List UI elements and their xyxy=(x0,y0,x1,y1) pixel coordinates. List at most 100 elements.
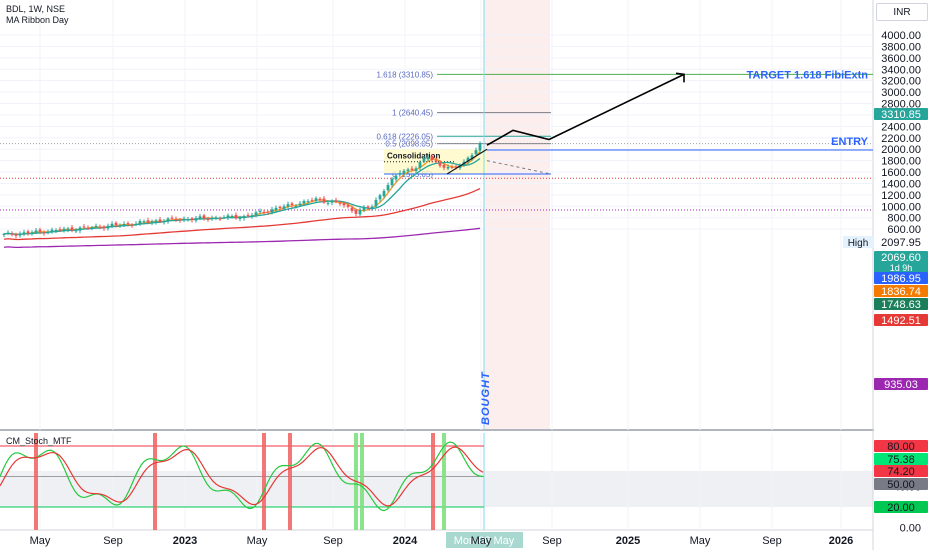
candle xyxy=(370,204,374,211)
time-tick-label: Sep xyxy=(542,535,562,547)
stoch-signal-bar xyxy=(442,433,446,530)
time-tick-label: 2025 xyxy=(616,535,640,547)
candle xyxy=(26,229,30,236)
candle xyxy=(150,219,154,226)
candle xyxy=(98,224,102,230)
candle xyxy=(242,214,246,221)
osc-label: 75.38 xyxy=(887,454,915,466)
candle xyxy=(378,193,382,202)
candle xyxy=(174,216,178,222)
currency-selector[interactable]: INR xyxy=(876,3,928,21)
candle xyxy=(38,227,42,234)
entry-annotation: ENTRY xyxy=(831,136,869,148)
time-tick-label: 2024 xyxy=(393,535,418,547)
moving-average-line xyxy=(3,188,481,241)
price-label-box xyxy=(874,108,928,120)
price-tick-label: 3000.00 xyxy=(881,87,921,99)
consolidation-label: Consolidation xyxy=(387,152,440,161)
candle xyxy=(114,221,118,228)
candle xyxy=(286,201,290,209)
candle xyxy=(466,156,470,165)
candle xyxy=(278,205,282,211)
candle xyxy=(338,200,342,206)
bought-annotation: BOUGHT xyxy=(480,371,492,425)
osc-label-box xyxy=(874,440,928,452)
fib-label-1.618: 1.618 (3310.85) xyxy=(377,70,434,79)
candle xyxy=(162,219,166,225)
moving-average-line xyxy=(3,157,481,235)
candle xyxy=(134,221,138,227)
time-tick-label: Sep xyxy=(323,535,343,547)
grid-lines xyxy=(0,0,873,530)
stoch-signal-bar xyxy=(431,433,435,530)
time-tick-label: May xyxy=(690,535,711,547)
stoch-d-line xyxy=(0,446,484,507)
candle xyxy=(210,215,214,221)
stoch-signal-bar xyxy=(34,433,38,530)
highlighted-date-label: Mon 06 May xyxy=(454,535,515,547)
candle xyxy=(270,207,274,215)
price-tick-label: 600.00 xyxy=(887,224,921,236)
osc-label-box xyxy=(874,453,928,465)
price-label: 2069.60 xyxy=(881,252,921,264)
time-tick-label: Sep xyxy=(103,535,123,547)
candle xyxy=(10,231,14,237)
candle xyxy=(354,208,358,217)
price-tick-label: 4000.00 xyxy=(881,30,921,42)
candle xyxy=(90,226,94,231)
price-tick-label: 2800.00 xyxy=(881,99,921,111)
candle xyxy=(298,201,302,207)
candle xyxy=(350,205,354,213)
price-tick-label: 2400.00 xyxy=(881,121,921,133)
candle xyxy=(318,197,322,202)
price-label: 1492.51 xyxy=(881,315,921,327)
symbol-title: BDL, 1W, NSE xyxy=(6,4,66,14)
candle xyxy=(254,210,258,218)
high-label: High xyxy=(848,238,869,249)
candle xyxy=(238,215,242,222)
price-tick-label: 3400.00 xyxy=(881,64,921,76)
candle xyxy=(310,197,314,202)
candle xyxy=(418,160,422,171)
stoch-signal-bar xyxy=(288,433,292,530)
candle xyxy=(234,212,238,220)
candle xyxy=(166,217,170,224)
candle xyxy=(202,213,206,221)
osc-label-box xyxy=(874,478,928,490)
osc-label: 20.00 xyxy=(887,502,915,514)
price-label-box xyxy=(874,314,928,326)
candle xyxy=(294,203,298,209)
fibonacci-extension: 1.618 (3310.85) 1 (2640.45) 0.618 (2226.05… xyxy=(0,0,873,530)
candle xyxy=(402,168,406,176)
time-tick-label: 2026 xyxy=(829,535,853,547)
candle xyxy=(398,170,402,176)
candle xyxy=(106,223,110,231)
candle xyxy=(2,232,6,238)
candle xyxy=(322,196,326,204)
candle xyxy=(470,153,474,161)
candle xyxy=(138,219,142,226)
time-axis[interactable]: May Sep 2023 May Sep 2024 Sep 2025 May Sep 2026 Mon… xyxy=(30,532,854,548)
candle xyxy=(282,204,286,211)
price-label-box xyxy=(874,272,928,284)
price-axis[interactable]: 4000.003800.003600.003400.003200.003000.… xyxy=(843,0,932,550)
candle xyxy=(222,215,226,219)
candle xyxy=(266,210,270,215)
price-label: 2097.95 xyxy=(881,237,921,249)
candle xyxy=(50,227,54,234)
moving-average-line xyxy=(3,227,481,249)
candle xyxy=(146,217,150,224)
candle xyxy=(366,205,370,211)
price-label-box xyxy=(874,298,928,310)
candle xyxy=(34,227,38,235)
candle xyxy=(22,229,26,237)
candle xyxy=(18,231,22,238)
price-tick-label: 1200.00 xyxy=(881,190,921,202)
price-label-box xyxy=(874,251,928,273)
stoch-signal-bar xyxy=(153,433,157,530)
candle xyxy=(330,199,334,206)
candle xyxy=(130,223,134,228)
candle xyxy=(226,213,230,221)
price-tick-label: 1800.00 xyxy=(881,156,921,168)
